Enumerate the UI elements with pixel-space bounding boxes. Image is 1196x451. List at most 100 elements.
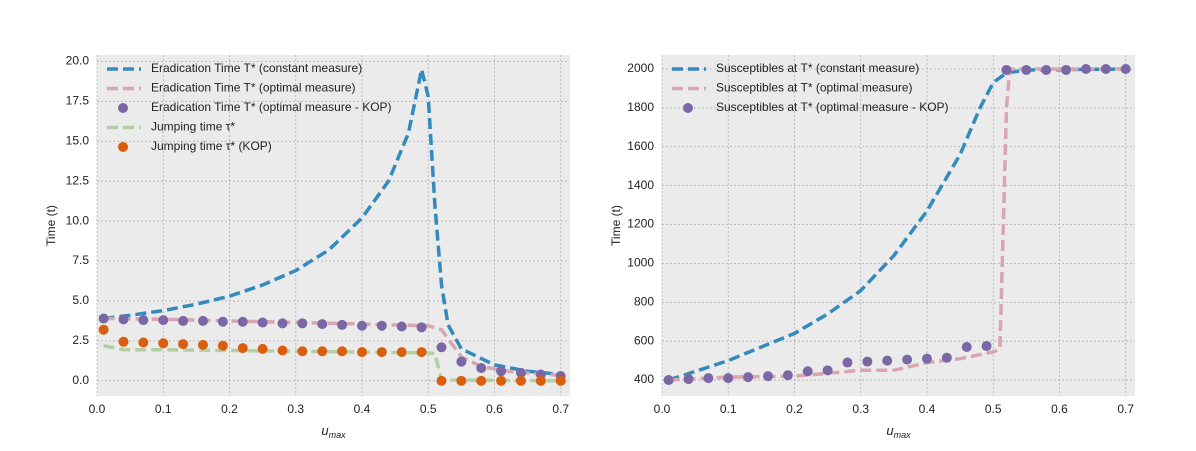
y-tick-label: 15.0 [66, 133, 90, 147]
plot-area [662, 55, 1135, 396]
y-tick-label: 7.5 [72, 253, 89, 267]
marker [703, 373, 714, 384]
marker [396, 347, 407, 358]
marker [356, 347, 367, 358]
marker [723, 373, 734, 384]
marker [237, 343, 248, 354]
x-tick-label: 0.2 [221, 402, 238, 416]
y-tick-label: 0.0 [72, 373, 89, 387]
y-tick-label: 800 [634, 294, 654, 308]
marker [138, 337, 149, 348]
y-tick-label: 2.5 [72, 333, 89, 347]
marker [496, 375, 507, 386]
marker [257, 343, 268, 354]
marker [1120, 63, 1131, 74]
legend-label: Eradication Time T* (optimal measure) [151, 81, 356, 95]
marker [197, 315, 208, 326]
marker [1001, 64, 1012, 75]
plot-area [97, 55, 570, 396]
x-tick-label: 0.1 [155, 402, 172, 416]
y-tick-label: 20.0 [66, 54, 90, 68]
y-tick-label: 1200 [627, 217, 654, 231]
x-axis-label-base: u [321, 423, 328, 438]
y-tick-label: 400 [634, 372, 654, 386]
marker [337, 319, 348, 330]
y-tick-label: 1600 [627, 139, 654, 153]
x-axis-label-sub: max [329, 430, 347, 440]
marker [237, 316, 248, 327]
x-tick-label: 0.4 [919, 402, 936, 416]
y-tick-label: 10.0 [66, 213, 90, 227]
marker [941, 352, 952, 363]
x-tick-label: 0.7 [1117, 402, 1134, 416]
marker [1061, 64, 1072, 75]
legend-label: Susceptibles at T* (optimal measure - KO… [716, 100, 949, 114]
x-tick-label: 0.2 [786, 402, 803, 416]
x-tick-label: 0.4 [354, 402, 371, 416]
marker [535, 375, 546, 386]
marker [376, 347, 387, 358]
marker [456, 356, 467, 367]
x-axis-label-base: u [886, 423, 893, 438]
y-tick-label: 2000 [627, 61, 654, 75]
x-tick-label: 0.3 [852, 402, 869, 416]
marker [217, 316, 228, 327]
marker [822, 365, 833, 376]
marker [663, 375, 674, 386]
marker [317, 346, 328, 357]
marker [862, 356, 873, 367]
marker [416, 322, 427, 333]
marker [802, 366, 813, 377]
marker [882, 355, 893, 366]
marker [158, 315, 169, 326]
marker [921, 353, 932, 364]
series-line [668, 67, 1126, 382]
marker [1021, 64, 1032, 75]
marker [782, 370, 793, 381]
legend-marker [683, 103, 693, 113]
x-tick-label: 0.5 [420, 402, 437, 416]
marker [1080, 63, 1091, 74]
x-tick-label: 0.0 [89, 402, 106, 416]
x-axis-label-sub: max [894, 430, 912, 440]
marker [297, 318, 308, 329]
marker [178, 339, 189, 350]
marker [197, 339, 208, 350]
marker [981, 341, 992, 352]
x-tick-label: 0.1 [720, 402, 737, 416]
marker [138, 315, 149, 326]
y-tick-label: 1400 [627, 178, 654, 192]
y-axis-label: Time (t) [44, 205, 58, 246]
marker [277, 345, 288, 356]
x-tick-label: 0.0 [654, 402, 671, 416]
marker [555, 375, 566, 386]
marker [118, 336, 129, 347]
legend-label: Eradication Time T* (optimal measure - K… [151, 100, 392, 114]
marker [257, 317, 268, 328]
marker [1041, 64, 1052, 75]
marker [436, 342, 447, 353]
marker [961, 342, 972, 353]
marker [496, 366, 507, 377]
x-tick-label: 0.6 [1051, 402, 1068, 416]
marker [902, 354, 913, 365]
legend-label: Jumping time τ* [151, 120, 235, 134]
y-tick-label: 600 [634, 333, 654, 347]
marker [416, 347, 427, 358]
marker [98, 324, 109, 335]
marker [98, 313, 109, 324]
marker [118, 314, 129, 325]
x-tick-label: 0.3 [287, 402, 304, 416]
legend-label: Susceptibles at T* (constant measure) [716, 61, 919, 75]
y-tick-label: 1000 [627, 256, 654, 270]
legend-label: Eradication Time T* (constant measure) [151, 61, 362, 75]
legend-label: Jumping time τ* (KOP) [151, 139, 272, 153]
y-tick-label: 1800 [627, 100, 654, 114]
marker [842, 357, 853, 368]
y-axis-label: Time (t) [609, 205, 623, 246]
legend-marker [118, 142, 128, 152]
marker [515, 375, 526, 386]
marker [337, 346, 348, 357]
marker [376, 320, 387, 331]
